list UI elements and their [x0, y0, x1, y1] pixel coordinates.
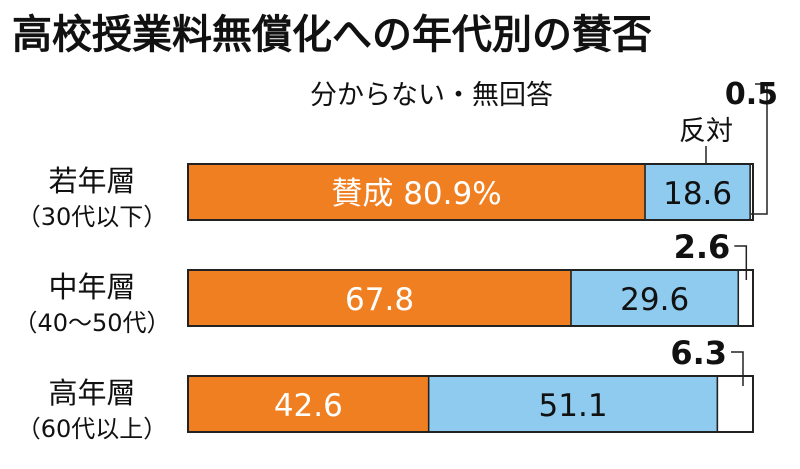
data-label: 42.6: [274, 388, 343, 424]
category-label: 高年層: [48, 376, 135, 410]
bar-segment: [187, 163, 646, 221]
bar-segment: [716, 375, 754, 433]
category-sublabel: （30代以下）: [17, 203, 168, 231]
bar-segment: [644, 163, 751, 221]
chart-title: 高校授業料無償化への年代別の賛否: [12, 12, 652, 58]
category-sublabel: （60代以上）: [17, 415, 168, 443]
category-sublabel: （40〜50代）: [13, 309, 170, 337]
data-label: 29.6: [620, 282, 689, 318]
legend-label: 反対: [679, 116, 733, 147]
data-label: 67.8: [345, 282, 414, 318]
bar-outline: [187, 163, 754, 221]
bar-outline: [187, 269, 754, 327]
data-label: 2.6: [674, 228, 731, 266]
data-label: 0.5: [725, 77, 778, 112]
callout-line: [731, 351, 744, 386]
category-label: 中年層: [48, 270, 135, 304]
data-label: 賛成 80.9%: [331, 176, 501, 212]
data-label: 18.6: [663, 176, 732, 212]
bar-segment: [427, 375, 719, 433]
legend-label: 分からない・無回答: [310, 80, 553, 111]
data-label: 6.3: [670, 334, 727, 372]
data-label: 51.1: [539, 388, 608, 424]
callout-line: [751, 83, 768, 215]
bar-outline: [187, 375, 754, 433]
category-label: 若年層: [48, 164, 135, 198]
bar-segment: [187, 269, 572, 327]
callout-line: [734, 245, 748, 280]
